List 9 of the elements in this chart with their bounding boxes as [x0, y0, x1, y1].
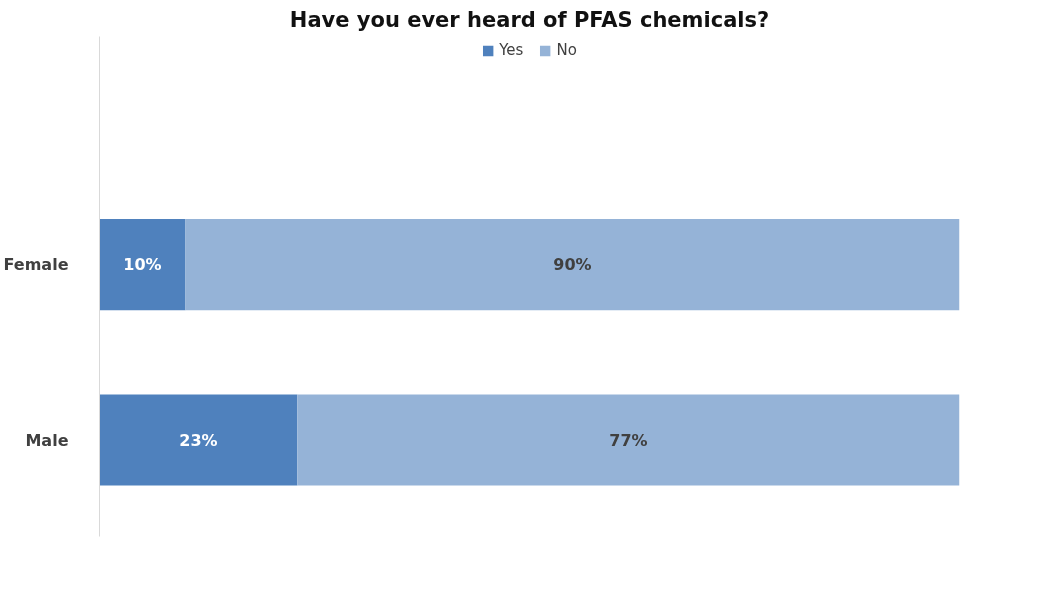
- y-tick-label: Male: [25, 430, 69, 450]
- chart-title: Have you ever heard of PFAS chemicals?: [289, 7, 770, 32]
- legend-label: No: [556, 41, 577, 59]
- data-label: 90%: [553, 255, 592, 275]
- data-label: 10%: [123, 255, 162, 275]
- legend-label: Yes: [499, 41, 524, 59]
- y-tick-label: Female: [3, 255, 69, 275]
- data-label: 77%: [609, 430, 648, 450]
- data-label: 23%: [179, 430, 218, 450]
